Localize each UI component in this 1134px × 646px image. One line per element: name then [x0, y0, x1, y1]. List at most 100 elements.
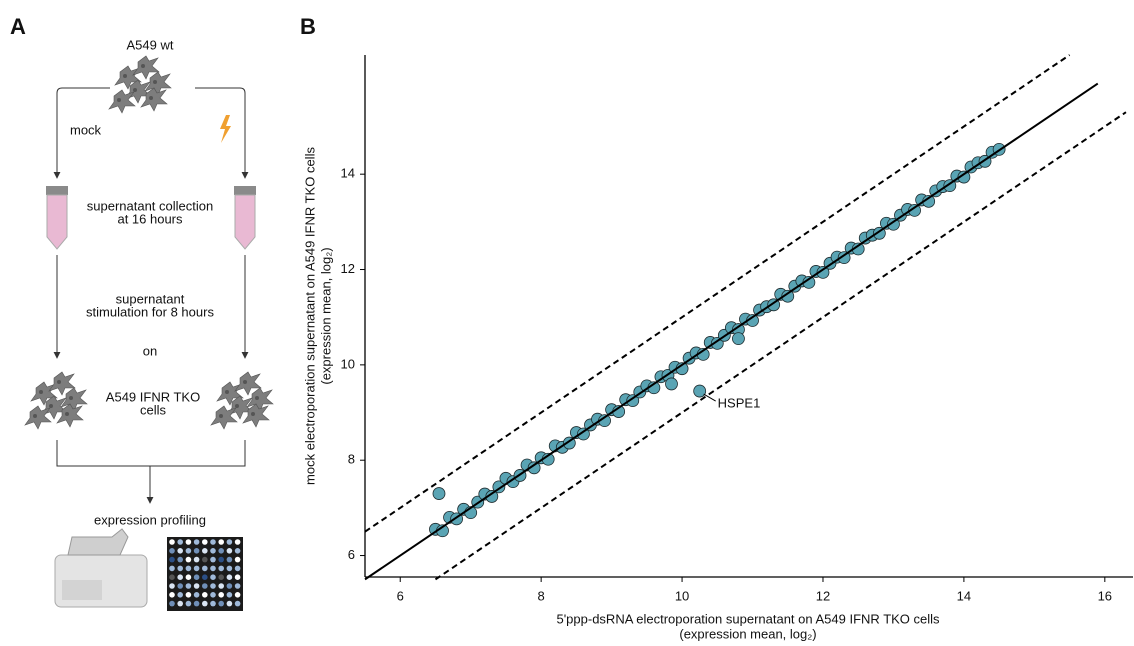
well [169, 565, 175, 572]
well [226, 565, 233, 572]
label: A549 IFNR TKO [106, 389, 200, 404]
well [193, 600, 200, 607]
well [169, 592, 175, 598]
label: at 16 hours [117, 211, 183, 226]
panel-letter: B [300, 14, 316, 39]
x-tick-label: 16 [1098, 588, 1112, 603]
y-axis-label: (expression mean, log₂) [318, 247, 333, 384]
cell-icon [109, 56, 171, 113]
label: supernatant collection [87, 198, 213, 213]
well [234, 600, 241, 607]
point [432, 487, 446, 500]
well [177, 600, 183, 607]
well [202, 574, 208, 580]
well [193, 548, 200, 554]
well [234, 539, 241, 545]
identity-line [364, 82, 1099, 581]
well [169, 539, 175, 545]
well [185, 548, 192, 554]
well [185, 574, 192, 580]
well [177, 583, 183, 589]
well [185, 556, 192, 563]
well [193, 592, 200, 598]
well [226, 539, 233, 545]
well [193, 574, 200, 580]
point [732, 332, 745, 346]
well [226, 556, 233, 563]
well [202, 556, 208, 563]
leader-line [703, 393, 716, 402]
x-tick-label: 12 [816, 588, 830, 603]
y-axis-label: mock electroporation supernatant on A549… [302, 147, 317, 485]
well [210, 600, 216, 607]
well [193, 556, 200, 563]
y-tick-label: 12 [341, 261, 355, 276]
panel-letter: A [10, 14, 26, 39]
well [234, 574, 241, 580]
point [626, 394, 640, 408]
tube-icon [45, 185, 69, 250]
y-tick-label: 8 [348, 452, 355, 467]
well [202, 592, 208, 598]
dashed-line [364, 54, 1071, 533]
well [234, 592, 241, 598]
well [218, 592, 224, 598]
y-tick-label: 6 [348, 547, 355, 562]
well [218, 600, 224, 607]
annotated-point [693, 384, 707, 398]
y-tick-label: 10 [341, 356, 355, 371]
well [226, 548, 233, 554]
point [710, 337, 724, 350]
well [177, 592, 183, 598]
well [218, 539, 224, 545]
well [193, 583, 200, 589]
point [577, 427, 590, 441]
well [210, 565, 216, 572]
x-tick-label: 6 [397, 588, 404, 603]
well [169, 548, 175, 554]
well [210, 548, 216, 554]
well [202, 548, 208, 554]
x-axis-label: (expression mean, log₂) [679, 626, 816, 641]
well [177, 556, 183, 563]
x-tick-label: 8 [538, 588, 545, 603]
cell-icon [25, 372, 87, 429]
point [887, 217, 900, 231]
well [210, 592, 216, 598]
x-axis-label: 5'ppp-dsRNA electroporation supernatant … [556, 611, 940, 626]
well [226, 600, 233, 607]
well [202, 583, 208, 589]
well [234, 548, 241, 554]
tube-icon [233, 185, 257, 250]
annotation-label: HSPE1 [718, 396, 761, 411]
well [177, 548, 183, 554]
well [218, 583, 224, 589]
cell-icon [211, 372, 273, 429]
plate-icon [167, 537, 243, 611]
label: mock [70, 122, 102, 137]
well [210, 583, 216, 589]
well [185, 600, 192, 607]
label: A549 wt [127, 37, 174, 52]
well [169, 574, 175, 580]
arrow [56, 440, 246, 503]
well [218, 556, 224, 563]
lightning-icon [220, 115, 231, 143]
well [210, 574, 216, 580]
well [234, 565, 241, 572]
x-tick-label: 14 [957, 588, 971, 603]
well [185, 539, 192, 545]
well [193, 565, 200, 572]
label: cells [140, 402, 167, 417]
well [185, 583, 192, 589]
sequencer-icon [54, 528, 148, 608]
well [193, 539, 200, 545]
well [177, 574, 183, 580]
y-tick-label: 14 [341, 166, 355, 181]
well [169, 583, 175, 589]
well [218, 548, 224, 554]
well [169, 556, 175, 563]
arrow [53, 87, 110, 179]
well [234, 583, 241, 589]
